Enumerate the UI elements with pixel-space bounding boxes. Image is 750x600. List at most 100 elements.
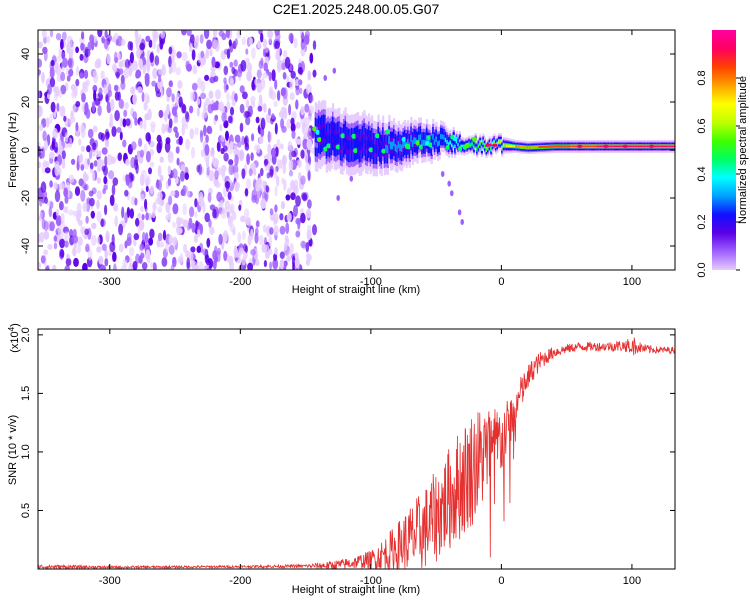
noise-cell (68, 58, 73, 66)
noise-cell (41, 218, 46, 230)
noise-cell (174, 176, 179, 184)
noise-cell (92, 149, 96, 158)
snr-scale-exponent: 4 (7, 326, 16, 331)
noise-cell (248, 168, 253, 177)
noise-cell (143, 102, 148, 111)
noise-cell (182, 219, 189, 228)
ridge-cell (444, 137, 447, 143)
noise-cell (135, 69, 142, 79)
noise-cell (73, 257, 79, 267)
noise-cell (69, 49, 74, 59)
noise-cell (114, 91, 120, 101)
noise-cell (305, 152, 309, 164)
ridge-cell (421, 140, 424, 147)
noise-cell (220, 135, 225, 143)
noise-cell (86, 145, 91, 153)
noise-cell (134, 30, 139, 39)
noise-cell (297, 66, 303, 75)
noise-cell (141, 91, 145, 103)
spectrogram-x-axis-label: Height of straight line (km) (292, 284, 420, 296)
noise-cell (189, 34, 195, 44)
noise-cell (265, 185, 269, 193)
noise-cell (274, 79, 278, 90)
snr-y-tick-label: 1.5 (20, 386, 32, 401)
ridge-cell (540, 146, 543, 148)
noise-cell (302, 193, 308, 202)
noise-cell (229, 61, 234, 68)
noise-cell (138, 137, 143, 147)
noise-cell (97, 150, 102, 157)
noise-cell (157, 165, 162, 177)
noise-cell (229, 203, 235, 215)
noise-cell (57, 228, 64, 240)
noise-cell (288, 170, 294, 177)
noise-cell (209, 127, 213, 134)
noise-cell (150, 262, 154, 269)
ridge-cell (394, 143, 397, 152)
noise-cell (77, 236, 83, 246)
noise-cell (106, 154, 113, 166)
noise-cell (287, 251, 292, 262)
ridge-cell (476, 147, 479, 151)
ridge-cell (375, 144, 378, 154)
noise-cell (111, 126, 117, 137)
noise-cell (50, 59, 55, 67)
noise-cell (276, 159, 283, 170)
ridge-cell (512, 145, 515, 148)
ridge-cell (455, 140, 458, 144)
noise-cell (312, 69, 317, 78)
noise-cell (115, 38, 119, 46)
noise-cell (244, 142, 250, 151)
ridge-peak (428, 142, 434, 148)
noise-cell (114, 110, 120, 122)
noise-cell (45, 117, 50, 128)
ridge-cell (617, 145, 620, 148)
noise-cell (43, 50, 48, 62)
tail-point (450, 190, 454, 197)
ridge-cell (585, 145, 588, 148)
noise-cell (181, 52, 188, 62)
noise-cell (159, 174, 164, 182)
ridge-cell (419, 134, 422, 141)
noise-cell (59, 201, 64, 211)
noise-cell (224, 181, 231, 189)
noise-cell (80, 42, 85, 51)
noise-cell (294, 257, 300, 269)
noise-cell (179, 252, 184, 263)
noise-cell (85, 215, 89, 224)
noise-cell (100, 218, 105, 228)
noise-cell (119, 117, 124, 128)
ridge-cell (537, 146, 540, 149)
ridge-cell (327, 133, 330, 144)
noise-cell (54, 164, 59, 177)
noise-cell (244, 208, 250, 219)
ridge-cell (545, 145, 548, 148)
noise-cell (122, 139, 127, 148)
ridge-cell (551, 145, 554, 148)
noise-cell (281, 125, 287, 133)
noise-cell (276, 59, 283, 71)
noise-cell (194, 210, 198, 218)
noise-cell (185, 250, 190, 258)
noise-cell (175, 131, 179, 139)
noise-cell (304, 30, 310, 39)
noise-cell (111, 36, 117, 43)
noise-cell (215, 89, 221, 100)
noise-cell (137, 150, 141, 161)
ridge-cell (570, 145, 573, 148)
noise-cell (255, 259, 260, 267)
noise-cell (98, 132, 103, 140)
noise-cell (68, 209, 74, 216)
noise-cell (38, 233, 42, 243)
noise-cell (159, 241, 165, 248)
ridge-cell (388, 136, 391, 144)
noise-cell (98, 255, 104, 265)
noise-cell (143, 92, 149, 105)
noise-cell (219, 199, 224, 207)
ridge-cell (321, 128, 324, 139)
noise-cell (111, 184, 116, 196)
noise-cell (88, 190, 94, 197)
noise-cell (181, 30, 187, 36)
noise-cell (198, 163, 203, 176)
ridge-cell (541, 145, 545, 148)
